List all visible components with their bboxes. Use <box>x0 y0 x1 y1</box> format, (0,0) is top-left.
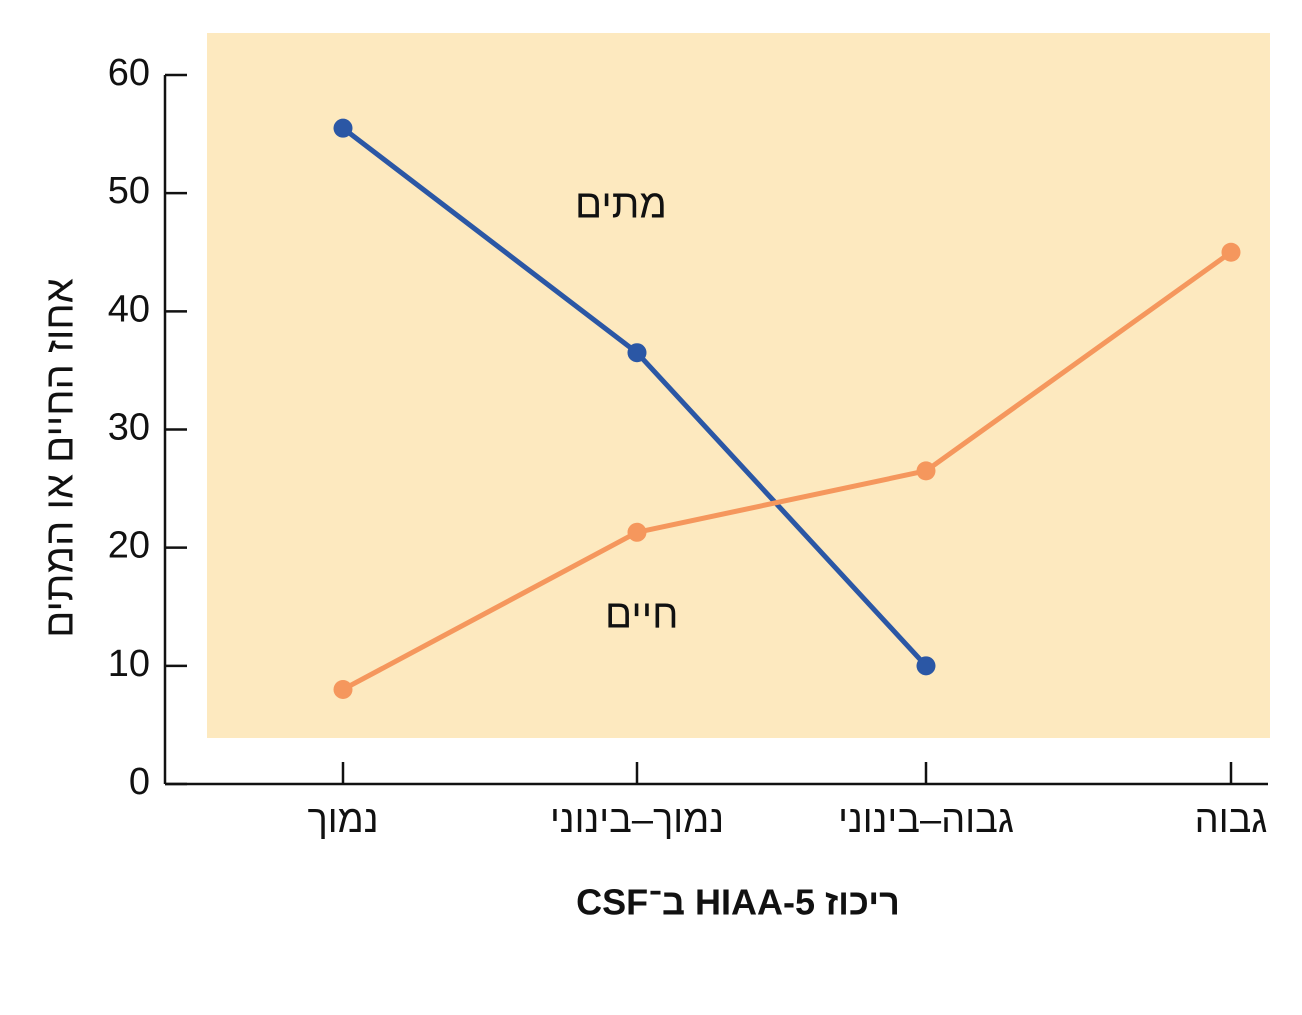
y-axis: 0 10 20 30 40 50 60 <box>108 52 187 803</box>
y-tick-label: 0 <box>129 761 150 803</box>
x-category-label: גבוה–בינוני <box>838 799 1014 841</box>
y-tick-label: 30 <box>108 407 150 449</box>
series-label: חיים <box>605 593 678 637</box>
series-line <box>341 250 1233 692</box>
x-axis: נמוך נמוך–בינוני גבוה–בינוני גבוה <box>165 762 1268 841</box>
y-axis-title: אחוז החיים או המתים <box>38 278 82 638</box>
x-category-label: נמוך <box>307 799 378 841</box>
data-point <box>333 679 353 699</box>
series-label: מתים <box>575 183 667 227</box>
series-layer <box>333 118 1241 699</box>
data-point <box>333 118 353 138</box>
y-tick-label: 40 <box>108 288 150 330</box>
x-axis-title: ריכוז 5-HIAA ב־CSF <box>576 882 900 923</box>
y-tick-label: 20 <box>108 525 150 567</box>
data-point <box>916 461 936 481</box>
data-point <box>1221 242 1241 262</box>
y-tick-label: 10 <box>108 643 150 685</box>
data-point <box>627 343 647 363</box>
y-tick-label: 60 <box>108 52 150 94</box>
series-labels: מתים חיים <box>575 183 678 637</box>
x-category-label: נמוך–בינוני <box>550 799 724 841</box>
x-category-label: גבוה <box>1195 799 1268 841</box>
plot-background <box>207 33 1270 738</box>
data-point <box>627 522 647 542</box>
y-tick-label: 50 <box>108 170 150 212</box>
data-point <box>916 656 936 676</box>
